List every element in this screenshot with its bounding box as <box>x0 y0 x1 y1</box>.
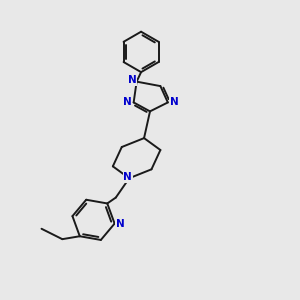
Text: N: N <box>116 219 124 229</box>
Text: N: N <box>170 97 179 107</box>
Text: N: N <box>123 97 131 107</box>
Text: N: N <box>123 172 132 182</box>
Text: N: N <box>128 75 136 85</box>
